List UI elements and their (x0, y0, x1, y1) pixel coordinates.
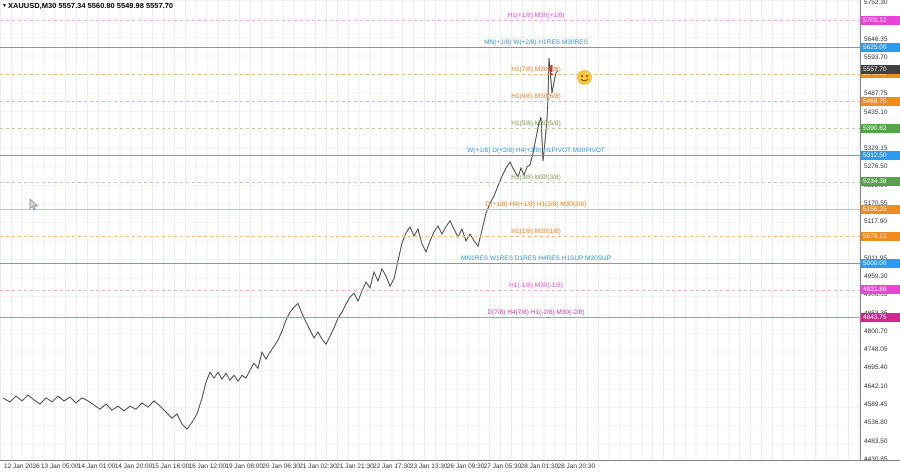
level-label: H1(5/8) M30(5/8) (511, 120, 561, 127)
level-line (0, 181, 860, 183)
price-level-badge: 5703.12 (861, 15, 900, 25)
level-line (0, 47, 860, 48)
price-axis-tick: 4589.45 (864, 400, 888, 408)
level-line (0, 317, 860, 318)
smiley-emoji-icon[interactable] (577, 70, 592, 85)
price-axis-tick: 4959.30 (864, 273, 888, 281)
chart-plot-area[interactable]: H1(+1/8) M30(+1/8) MN(+1/8) W(+2/8) H1RES… (0, 0, 860, 460)
price-axis-tick: 5117.90 (864, 218, 888, 226)
price-axis-tick: 5170.55 (864, 200, 888, 208)
time-axis-tick: 13 Jan 05:00 (40, 463, 79, 470)
price-axis[interactable]: 5752.30 5646.35 5593.70 5487.75 5435.10 5329.… (860, 0, 900, 464)
price-level-badge: 5468.75 (861, 96, 900, 106)
level-line (0, 289, 860, 291)
time-axis-tick: 23 Jan 13:30 (409, 463, 448, 470)
chart-dropdown-icon[interactable]: ▼ (2, 3, 7, 9)
price-axis-tick: 4430.85 (864, 456, 888, 464)
price-level-badge: 5312.50 (861, 150, 900, 160)
time-axis-tick: 21 Jan 02:30 (299, 463, 337, 470)
level-label: MN(+1/8) W(+2/8) H1RES M30RES (484, 39, 588, 46)
time-axis-tick: 19 Jan 08:00 (225, 463, 263, 470)
level-label: D(+1/8) H4(+1/8) H1(2/8) M30(2/8) (485, 201, 587, 208)
level-label: H1(-1/8) M30(-1/8) (509, 281, 563, 289)
level-label: MN1RES W1RES D1RES H4RES H1SUP M30SUP (460, 255, 612, 262)
price-axis-tick: 5487.75 (864, 90, 888, 98)
price-level-badge: 4921.88 (861, 285, 900, 295)
price-axis-tick: 4483.50 (864, 437, 888, 445)
level-line (0, 73, 860, 75)
time-axis-tick: 27 Jan 05:30 (483, 463, 522, 470)
exclamation-annotation[interactable]: ! (549, 62, 554, 79)
price-axis-tick: 5276.50 (864, 163, 888, 171)
level-line (0, 128, 860, 129)
time-axis-tick: 20 Jan 06:30 (262, 463, 300, 470)
price-axis-tick: 4906.65 (864, 291, 888, 299)
level-label: H1(3/8) M30(3/8) (511, 173, 561, 181)
mouse-cursor-icon (29, 199, 39, 211)
price-axis-tick: 4536.80 (864, 419, 888, 427)
price-axis-tick: 5752.30 (864, 0, 888, 7)
price-axis-tick: 5329.15 (864, 145, 888, 153)
level-line (0, 263, 860, 264)
price-axis-tick: 4800.70 (864, 327, 888, 335)
level-label: W(+1/8) D(+2/8) H4(+2/8) H1PIVOT M30PIVO… (467, 147, 605, 154)
price-axis-tick: 5646.35 (864, 35, 888, 43)
level-label: H1(7/8) M30(7/8) (511, 65, 561, 73)
price-polyline (2, 58, 559, 430)
level-line (0, 236, 860, 237)
price-level-badge: 5234.38 (861, 177, 900, 187)
level-label: H1(6/8) M30(6/8) (511, 93, 561, 100)
time-axis-tick: 14 Jan 01:00 (77, 463, 116, 470)
price-axis-tick: 5435.10 (864, 108, 888, 116)
time-axis-tick: 22 Jan 17:30 (373, 463, 411, 470)
time-axis-tick: 12 Jan 2026 (4, 463, 40, 470)
level-line (0, 209, 860, 210)
level-line (0, 101, 860, 102)
time-axis-tick: 21 Jan 21:30 (336, 463, 374, 470)
level-line (0, 155, 860, 156)
level-label: H1(1/8) M30(1/8) (511, 228, 561, 235)
time-axis-tick: 28 Jan 20:30 (557, 463, 596, 470)
price-level-badge: 5390.62 (861, 123, 900, 133)
price-level-badge: 4843.75 (861, 312, 900, 322)
price-level-badge: 5000.00 (861, 258, 900, 268)
price-axis-tick: 5011.95 (864, 255, 887, 263)
price-level-badge: 5078.12 (861, 231, 900, 241)
price-level-badge: 5156.25 (861, 204, 900, 214)
price-level-badge: 5625.00 (861, 42, 900, 52)
time-axis-tick: 16 Jan 12:00 (188, 463, 227, 470)
price-axis-tick: 4642.10 (864, 382, 888, 390)
level-label: H1(+1/8) M30(+1/8) (507, 12, 565, 19)
level-label: D(7/8) H4(7/8) H1(-2/8) M30(-2/8) (487, 309, 585, 316)
time-axis-tick: 14 Jan 20:00 (114, 463, 153, 470)
chart-title-text: XAUUSD,M30 5557.34 5560.80 5549.98 5557.… (7, 1, 174, 10)
current-price-badge: 5557.70 (861, 65, 900, 75)
chart-title: ▼XAUUSD,M30 5557.34 5560.80 5549.98 5557… (2, 1, 173, 10)
time-axis-tick: 15 Jan 16:00 (151, 463, 190, 470)
price-axis-tick: 4748.05 (864, 346, 888, 354)
level-line (0, 20, 860, 21)
price-axis-tick: 4695.40 (864, 364, 888, 372)
time-axis[interactable]: 12 Jan 2026 13 Jan 05:00 14 Jan 01:00 14 Ja… (0, 460, 900, 474)
price-axis-tick: 5593.70 (864, 53, 888, 61)
time-axis-tick: 28 Jan 01:30 (520, 463, 559, 470)
price-line-chart (2, 58, 559, 430)
time-axis-tick: 26 Jan 09:30 (446, 463, 485, 470)
